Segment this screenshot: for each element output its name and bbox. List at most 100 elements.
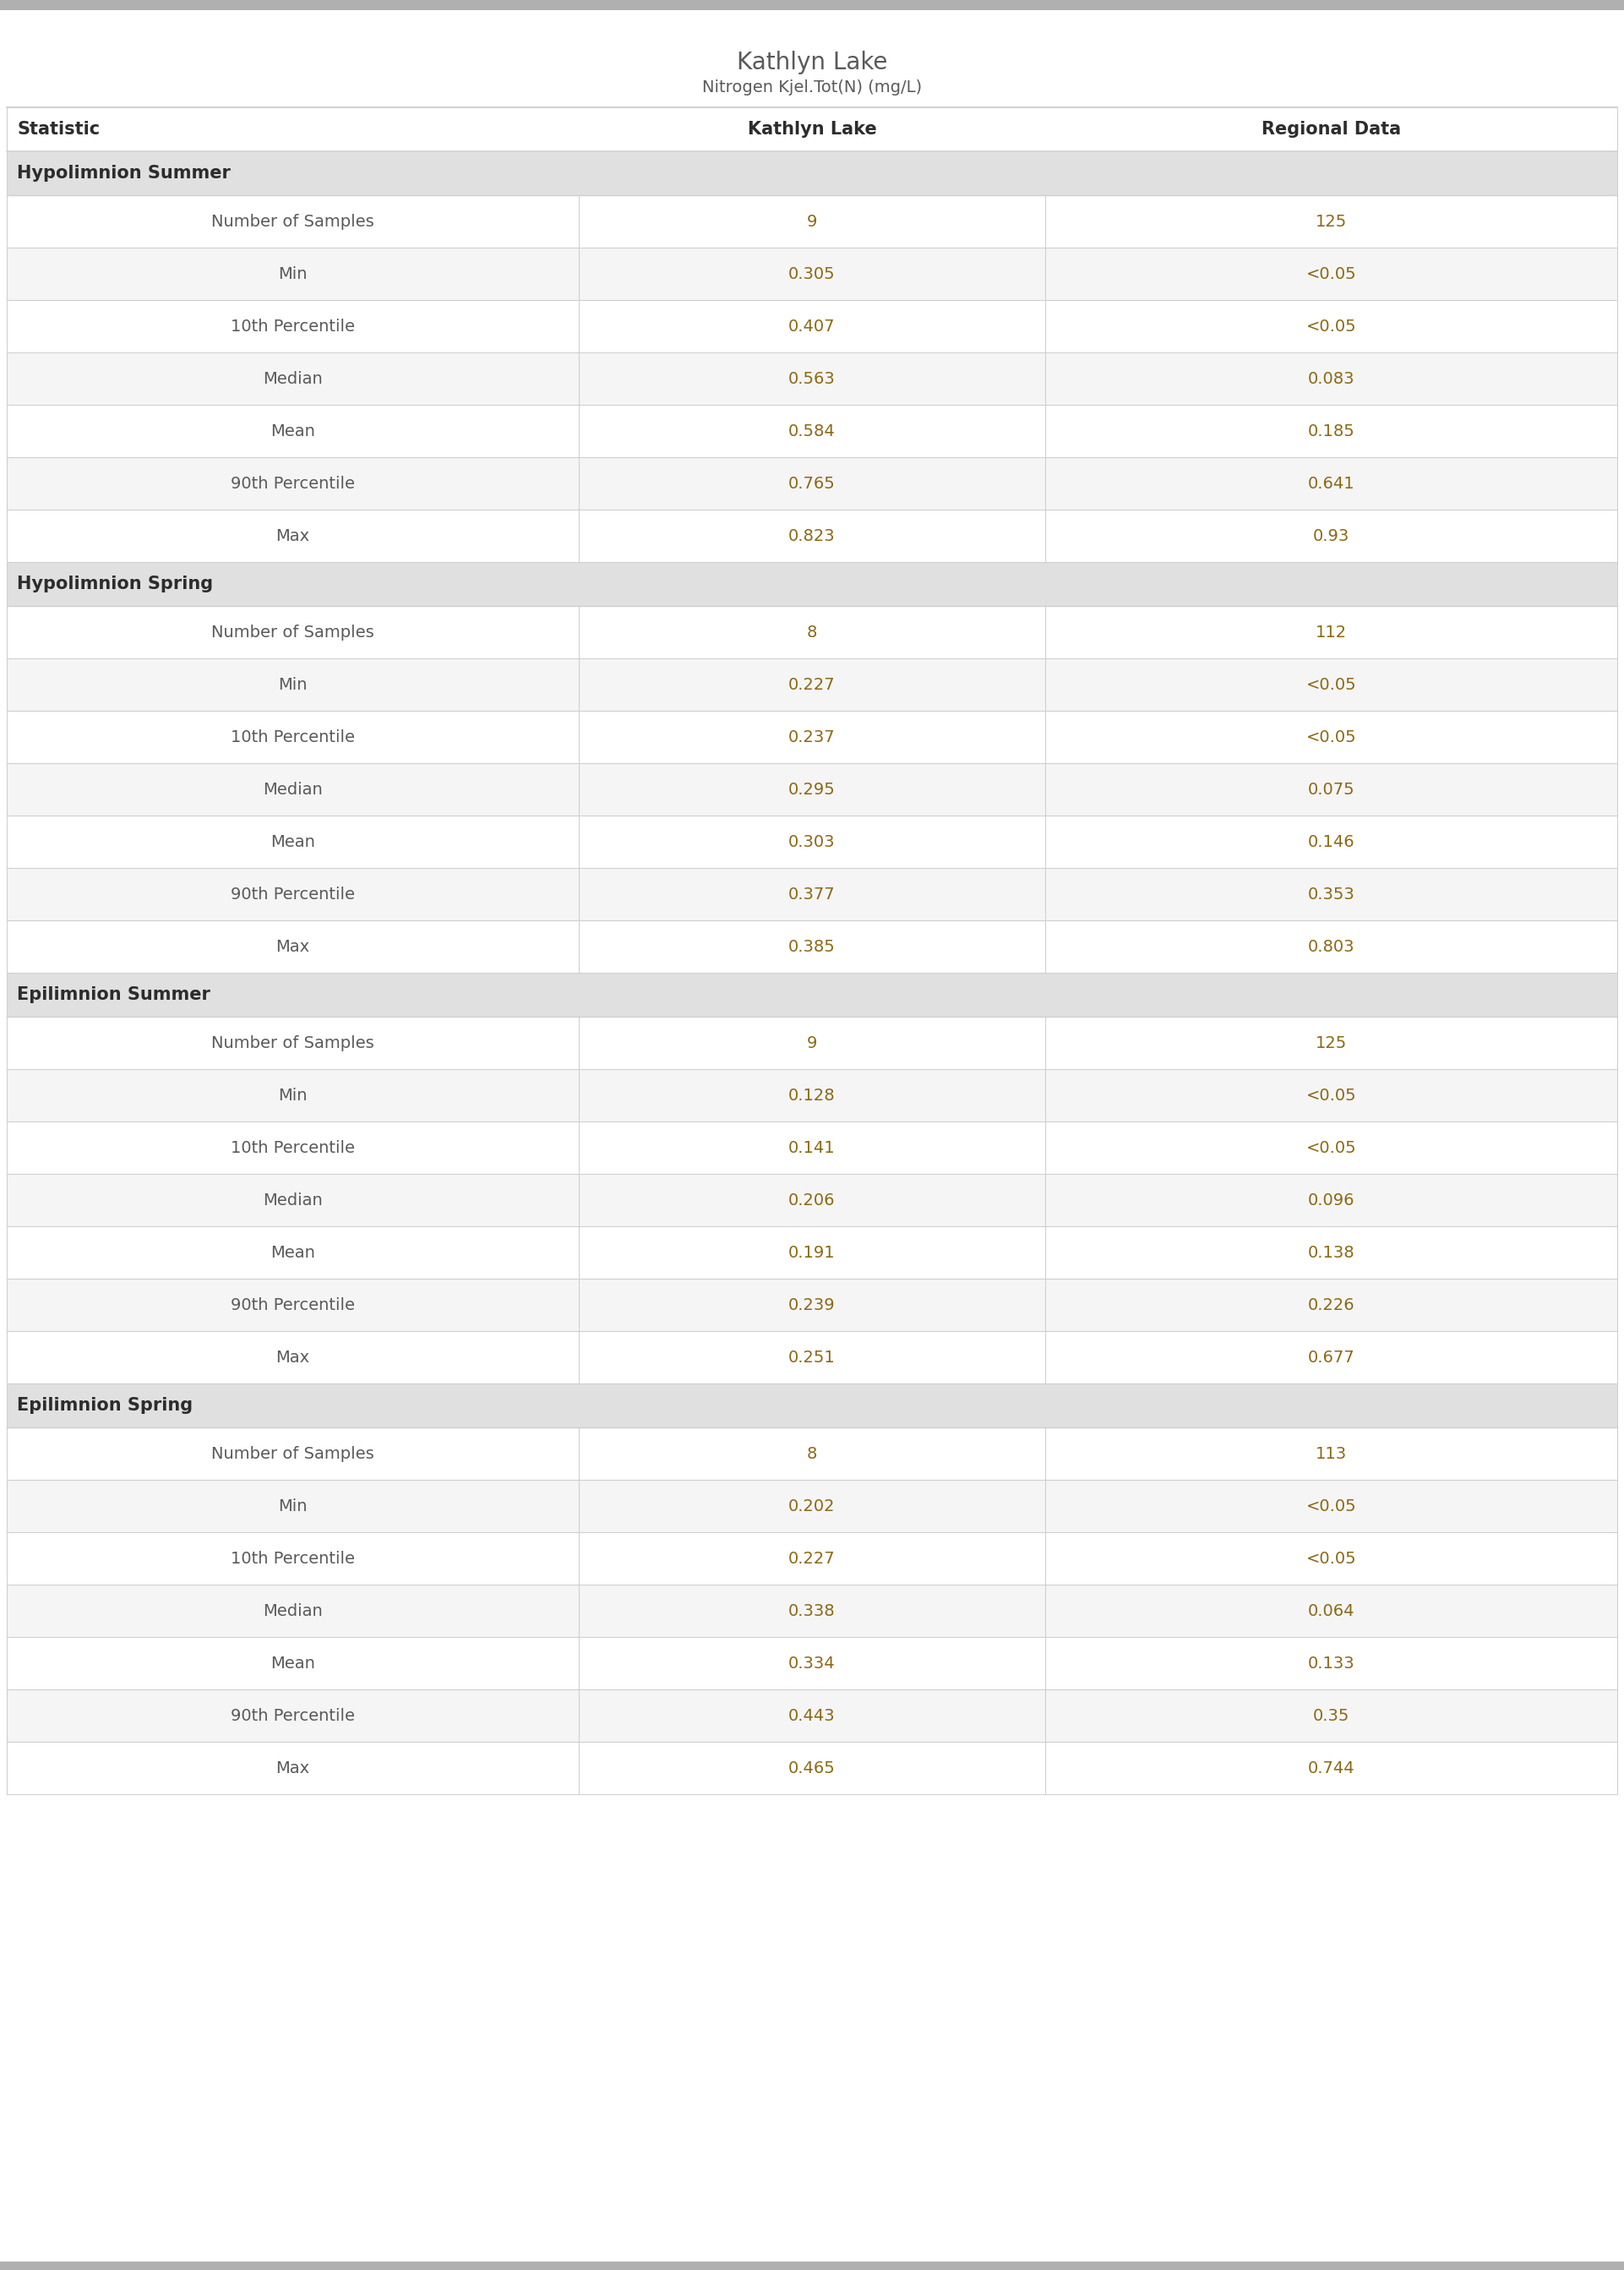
Bar xyxy=(6,1382,1618,1428)
Text: 0.202: 0.202 xyxy=(789,1498,835,1514)
Text: Number of Samples: Number of Samples xyxy=(211,213,374,229)
Text: 90th Percentile: 90th Percentile xyxy=(231,1707,354,1723)
Text: Mean: Mean xyxy=(270,833,315,849)
Text: <0.05: <0.05 xyxy=(1306,266,1356,281)
Bar xyxy=(6,1689,1618,1741)
Bar xyxy=(6,456,1618,508)
Text: 0.206: 0.206 xyxy=(789,1192,835,1208)
Text: Max: Max xyxy=(276,529,310,545)
Text: 0.334: 0.334 xyxy=(789,1655,835,1671)
Text: 10th Percentile: 10th Percentile xyxy=(231,1140,354,1155)
Text: Median: Median xyxy=(263,1192,323,1208)
Text: 0.823: 0.823 xyxy=(789,529,835,545)
Text: Mean: Mean xyxy=(270,1655,315,1671)
Text: 9: 9 xyxy=(807,213,817,229)
Text: <0.05: <0.05 xyxy=(1306,1087,1356,1103)
Text: 0.185: 0.185 xyxy=(1307,422,1354,438)
Bar xyxy=(6,1069,1618,1121)
Text: 0.226: 0.226 xyxy=(1307,1296,1354,1312)
Bar xyxy=(6,1278,1618,1330)
Text: Kathlyn Lake: Kathlyn Lake xyxy=(737,50,887,75)
Bar xyxy=(6,404,1618,456)
Bar xyxy=(6,508,1618,563)
Bar xyxy=(6,1121,1618,1174)
Text: 0.146: 0.146 xyxy=(1307,833,1354,849)
Text: Max: Max xyxy=(276,938,310,956)
Text: 0.641: 0.641 xyxy=(1307,474,1354,490)
Bar xyxy=(6,195,1618,247)
Text: Min: Min xyxy=(278,266,307,281)
Bar xyxy=(6,1330,1618,1382)
Text: 10th Percentile: 10th Percentile xyxy=(231,318,354,334)
Text: 0.93: 0.93 xyxy=(1314,529,1350,545)
Text: 0.138: 0.138 xyxy=(1307,1244,1354,1260)
Text: 0.133: 0.133 xyxy=(1307,1655,1354,1671)
Bar xyxy=(0,0,1624,9)
Text: 113: 113 xyxy=(1315,1446,1346,1462)
Bar xyxy=(6,1226,1618,1278)
Text: 0.407: 0.407 xyxy=(789,318,835,334)
Text: 0.237: 0.237 xyxy=(789,729,835,745)
Text: <0.05: <0.05 xyxy=(1306,1550,1356,1566)
Text: 0.385: 0.385 xyxy=(788,938,836,956)
Bar xyxy=(6,1532,1618,1584)
Bar xyxy=(6,247,1618,300)
Text: 0.377: 0.377 xyxy=(789,885,835,901)
Text: 0.141: 0.141 xyxy=(789,1140,835,1155)
Bar xyxy=(6,1480,1618,1532)
Text: 8: 8 xyxy=(807,624,817,640)
Text: 90th Percentile: 90th Percentile xyxy=(231,1296,354,1312)
Text: 0.803: 0.803 xyxy=(1307,938,1354,956)
Text: 0.443: 0.443 xyxy=(789,1707,835,1723)
Text: 112: 112 xyxy=(1315,624,1346,640)
Text: Median: Median xyxy=(263,1603,323,1619)
Bar xyxy=(6,152,1618,195)
Text: 10th Percentile: 10th Percentile xyxy=(231,1550,354,1566)
Bar xyxy=(6,763,1618,815)
Text: Median: Median xyxy=(263,781,323,797)
Text: 0.353: 0.353 xyxy=(1307,885,1354,901)
Text: Regional Data: Regional Data xyxy=(1262,120,1402,138)
Text: 0.075: 0.075 xyxy=(1307,781,1354,797)
Text: 0.338: 0.338 xyxy=(789,1603,835,1619)
Text: 125: 125 xyxy=(1315,213,1348,229)
Bar xyxy=(6,919,1618,974)
Text: Kathlyn Lake: Kathlyn Lake xyxy=(747,120,877,138)
Text: Min: Min xyxy=(278,1498,307,1514)
Bar xyxy=(6,107,1618,152)
Bar xyxy=(6,1017,1618,1069)
Text: 8: 8 xyxy=(807,1446,817,1462)
Text: Max: Max xyxy=(276,1759,310,1775)
Text: 0.563: 0.563 xyxy=(788,370,836,386)
Bar xyxy=(6,867,1618,919)
Bar xyxy=(6,815,1618,867)
Text: <0.05: <0.05 xyxy=(1306,318,1356,334)
Text: 0.765: 0.765 xyxy=(788,474,836,490)
Bar xyxy=(6,711,1618,763)
Bar xyxy=(6,658,1618,711)
Text: <0.05: <0.05 xyxy=(1306,1140,1356,1155)
Bar xyxy=(0,2261,1624,2270)
Bar xyxy=(6,1741,1618,1793)
Text: Epilimnion Spring: Epilimnion Spring xyxy=(16,1396,193,1414)
Text: <0.05: <0.05 xyxy=(1306,729,1356,745)
Bar xyxy=(6,352,1618,404)
Bar xyxy=(6,1174,1618,1226)
Text: 0.465: 0.465 xyxy=(788,1759,836,1775)
Text: 0.128: 0.128 xyxy=(789,1087,835,1103)
Text: Max: Max xyxy=(276,1348,310,1364)
Text: Number of Samples: Number of Samples xyxy=(211,624,374,640)
Text: Mean: Mean xyxy=(270,422,315,438)
Text: 0.303: 0.303 xyxy=(789,833,835,849)
Text: 0.064: 0.064 xyxy=(1307,1603,1354,1619)
Text: Epilimnion Summer: Epilimnion Summer xyxy=(16,985,209,1003)
Text: Nitrogen Kjel.Tot(N) (mg/L): Nitrogen Kjel.Tot(N) (mg/L) xyxy=(702,79,922,95)
Text: 9: 9 xyxy=(807,1035,817,1051)
Text: 10th Percentile: 10th Percentile xyxy=(231,729,354,745)
Text: Number of Samples: Number of Samples xyxy=(211,1035,374,1051)
Bar xyxy=(6,1428,1618,1480)
Text: 0.35: 0.35 xyxy=(1314,1707,1350,1723)
Text: Min: Min xyxy=(278,676,307,692)
Bar xyxy=(6,606,1618,658)
Text: Statistic: Statistic xyxy=(16,120,99,138)
